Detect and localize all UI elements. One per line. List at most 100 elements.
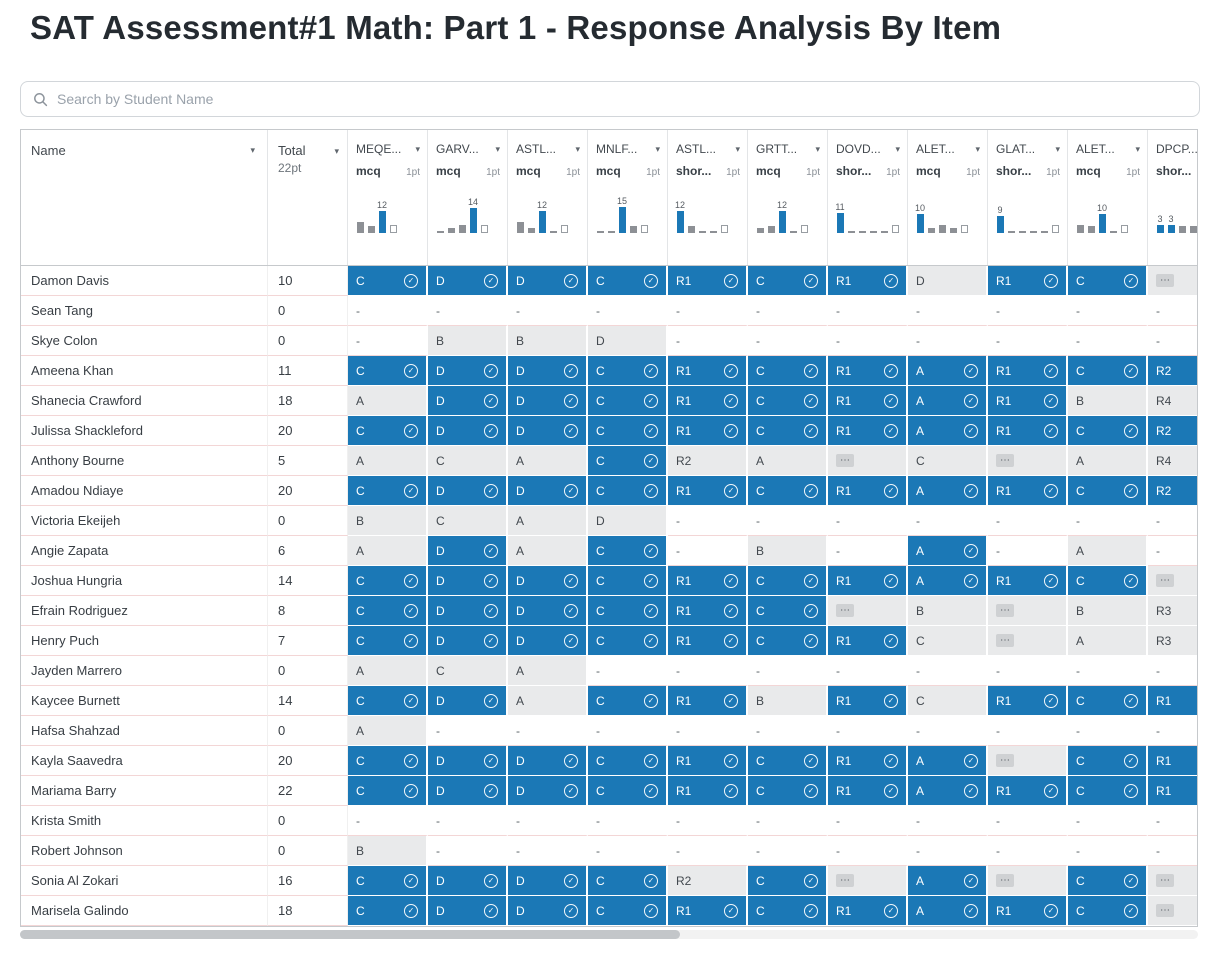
answer-cell[interactable]: C ✓ xyxy=(1068,896,1148,926)
answer-cell[interactable]: - xyxy=(988,836,1068,866)
answer-cell[interactable]: - xyxy=(508,806,588,836)
answer-cell[interactable]: D ✓ xyxy=(428,386,508,416)
answer-cell[interactable]: R1✓ xyxy=(988,476,1068,506)
answer-cell[interactable]: - xyxy=(828,806,908,836)
answer-cell[interactable]: D ✓ xyxy=(508,596,588,626)
answer-cell[interactable]: D xyxy=(588,506,668,536)
answer-cell[interactable]: - xyxy=(588,716,668,746)
student-name-cell[interactable]: Sean Tang xyxy=(21,296,268,326)
answer-cell[interactable]: C ✓ xyxy=(1068,266,1148,296)
answer-cell[interactable]: R1✓ xyxy=(828,686,908,716)
answer-cell[interactable]: R1✓ xyxy=(988,686,1068,716)
answer-cell[interactable]: - xyxy=(1068,326,1148,356)
answer-cell[interactable]: C ✓ xyxy=(588,776,668,806)
answer-cell[interactable]: A xyxy=(1068,446,1148,476)
answer-cell[interactable]: C xyxy=(428,446,508,476)
answer-cell[interactable]: R1✓ xyxy=(668,596,748,626)
answer-cell[interactable]: ⋯ xyxy=(988,626,1068,656)
column-header-question[interactable]: ALET... ▾ mcq 1pt 10 xyxy=(908,130,988,265)
answer-cell[interactable]: D ✓ xyxy=(428,596,508,626)
answer-cell[interactable]: - xyxy=(348,806,428,836)
answer-cell[interactable]: D ✓ xyxy=(428,686,508,716)
answer-cell[interactable]: - xyxy=(1068,656,1148,686)
answer-cell[interactable]: C ✓ xyxy=(748,596,828,626)
answer-cell[interactable]: - xyxy=(988,716,1068,746)
answer-cell[interactable]: D ✓ xyxy=(428,416,508,446)
answer-cell[interactable]: C ✓ xyxy=(588,596,668,626)
answer-cell[interactable]: R1✓ xyxy=(668,266,748,296)
answer-cell[interactable]: D ✓ xyxy=(428,776,508,806)
answer-cell[interactable]: B xyxy=(428,326,508,356)
answer-cell[interactable]: B xyxy=(508,326,588,356)
answer-cell[interactable]: D ✓ xyxy=(508,626,588,656)
answer-cell[interactable]: R1✓ xyxy=(1148,686,1197,716)
answer-cell[interactable]: C ✓ xyxy=(748,626,828,656)
answer-cell[interactable]: ⋯ xyxy=(828,446,908,476)
column-header-question[interactable]: GARV... ▾ mcq 1pt 14 xyxy=(428,130,508,265)
answer-cell[interactable]: - xyxy=(1068,506,1148,536)
answer-cell[interactable]: D ✓ xyxy=(508,356,588,386)
column-header-question[interactable]: ALET... ▾ mcq 1pt 10 xyxy=(1068,130,1148,265)
answer-cell[interactable]: - xyxy=(508,296,588,326)
answer-cell[interactable]: C ✓ xyxy=(748,356,828,386)
answer-cell[interactable]: B xyxy=(1068,386,1148,416)
horizontal-scrollbar-track[interactable] xyxy=(20,930,1198,939)
answer-cell[interactable]: C xyxy=(908,626,988,656)
answer-cell[interactable]: - xyxy=(348,296,428,326)
answer-cell[interactable]: - xyxy=(588,656,668,686)
answer-cell[interactable]: R1✓ xyxy=(828,416,908,446)
answer-cell[interactable]: ⋯ xyxy=(988,596,1068,626)
sort-caret-icon[interactable]: ▾ xyxy=(250,145,255,155)
answer-cell[interactable]: B xyxy=(348,506,428,536)
answer-cell[interactable]: - xyxy=(748,296,828,326)
sort-caret-icon[interactable]: ▾ xyxy=(975,144,980,154)
answer-cell[interactable]: R1✓ xyxy=(828,746,908,776)
student-name-cell[interactable]: Mariama Barry xyxy=(21,776,268,806)
answer-cell[interactable]: R1✓ xyxy=(828,896,908,926)
answer-cell[interactable]: R1✓ xyxy=(668,746,748,776)
sort-caret-icon[interactable]: ▾ xyxy=(575,144,580,154)
answer-cell[interactable]: C ✓ xyxy=(588,896,668,926)
answer-cell[interactable]: D ✓ xyxy=(428,746,508,776)
answer-cell[interactable]: - xyxy=(828,836,908,866)
answer-cell[interactable]: - xyxy=(748,326,828,356)
answer-cell[interactable]: D ✓ xyxy=(428,356,508,386)
answer-cell[interactable]: D ✓ xyxy=(428,536,508,566)
answer-cell[interactable]: C ✓ xyxy=(588,866,668,896)
sort-caret-icon[interactable]: ▾ xyxy=(1135,144,1140,154)
answer-cell[interactable]: D ✓ xyxy=(508,416,588,446)
answer-cell[interactable]: D ✓ xyxy=(428,626,508,656)
answer-cell[interactable]: C ✓ xyxy=(348,896,428,926)
answer-cell[interactable]: ⋯ xyxy=(988,866,1068,896)
column-header-question[interactable]: ASTL... ▾ shor... 1pt 12 xyxy=(668,130,748,265)
sort-caret-icon[interactable]: ▾ xyxy=(815,144,820,154)
answer-cell[interactable]: R1✓ xyxy=(988,776,1068,806)
answer-cell[interactable]: R1✓ xyxy=(828,566,908,596)
answer-cell[interactable]: D ✓ xyxy=(428,896,508,926)
answer-cell[interactable]: - xyxy=(748,506,828,536)
search-input[interactable] xyxy=(57,91,1187,107)
answer-cell[interactable]: R1✓ xyxy=(668,566,748,596)
answer-cell[interactable]: R2 xyxy=(668,446,748,476)
answer-cell[interactable]: - xyxy=(1148,506,1197,536)
answer-cell[interactable]: A xyxy=(508,506,588,536)
answer-cell[interactable]: - xyxy=(1148,326,1197,356)
answer-cell[interactable]: - xyxy=(588,296,668,326)
answer-cell[interactable]: - xyxy=(1068,296,1148,326)
answer-cell[interactable]: B xyxy=(1068,596,1148,626)
answer-cell[interactable]: - xyxy=(428,836,508,866)
answer-cell[interactable]: C ✓ xyxy=(748,476,828,506)
answer-cell[interactable]: - xyxy=(828,656,908,686)
student-name-cell[interactable]: Marisela Galindo xyxy=(21,896,268,926)
answer-cell[interactable]: C ✓ xyxy=(348,476,428,506)
column-header-question[interactable]: GLAT... ▾ shor... 1pt 9 xyxy=(988,130,1068,265)
answer-cell[interactable]: - xyxy=(1068,806,1148,836)
answer-cell[interactable]: C ✓ xyxy=(1068,566,1148,596)
sort-caret-icon[interactable]: ▾ xyxy=(735,144,740,154)
sort-caret-icon[interactable]: ▾ xyxy=(334,145,339,156)
answer-cell[interactable]: D ✓ xyxy=(508,896,588,926)
answer-cell[interactable]: B xyxy=(748,536,828,566)
answer-cell[interactable]: A xyxy=(508,656,588,686)
answer-cell[interactable]: C xyxy=(428,656,508,686)
answer-cell[interactable]: R1✓ xyxy=(988,896,1068,926)
